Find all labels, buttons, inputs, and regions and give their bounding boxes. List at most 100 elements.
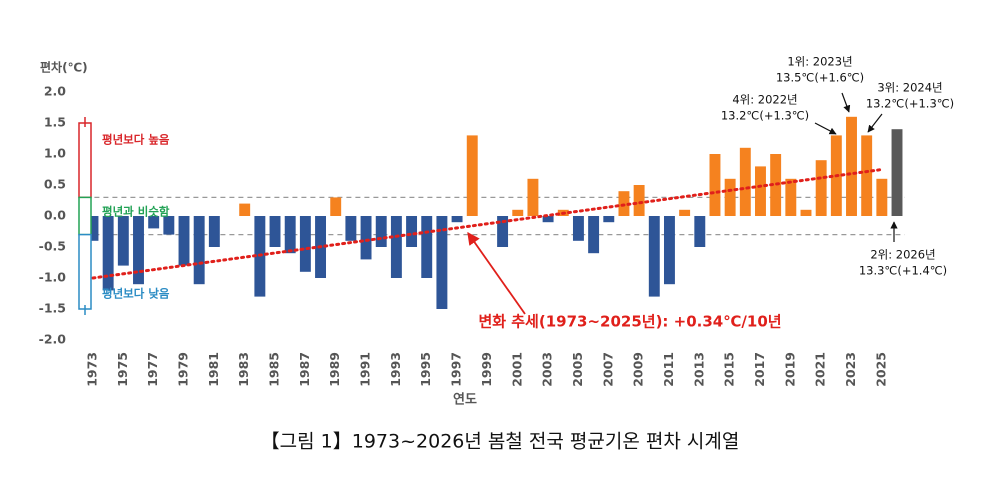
bar (239, 203, 251, 216)
bar (588, 216, 600, 254)
x-tick-label: 1999 (479, 352, 494, 387)
band-label: 평년과 비슷함 (102, 205, 170, 219)
bar (193, 216, 205, 285)
trend-line (91, 168, 884, 280)
bar (330, 197, 342, 216)
x-tick-label: 2023 (843, 352, 858, 387)
y-tick-label: -1.0 (39, 270, 67, 285)
annotation-arrow (814, 122, 837, 135)
bar (815, 160, 827, 216)
y-tick-label: -2.0 (39, 332, 67, 347)
bar (208, 216, 220, 247)
annotation: 3위: 2024년 (877, 81, 942, 95)
bar (436, 216, 448, 309)
bar (542, 216, 554, 223)
bar (785, 178, 797, 216)
bar (299, 216, 311, 272)
x-tick-label: 2001 (509, 352, 524, 387)
y-tick-label: 1.0 (44, 146, 66, 161)
annotation: 13.5℃(+1.6℃) (776, 71, 864, 85)
x-tick-label: 1993 (388, 352, 403, 387)
annotation: 1위: 2023년 (787, 55, 852, 69)
bar (648, 216, 660, 297)
annotation: 4위: 2022년 (732, 93, 797, 107)
bar (694, 216, 706, 247)
annotation: 2위: 2026년 (870, 248, 935, 262)
x-tick-label: 1985 (267, 352, 282, 387)
y-tick-label: -1.5 (39, 301, 66, 316)
x-tick-label: 2005 (570, 352, 585, 387)
bar (709, 154, 721, 216)
bar (360, 216, 372, 260)
bar (466, 135, 478, 216)
annotation: 13.2℃(+1.3℃) (721, 109, 809, 123)
x-tick-label: 1981 (206, 352, 221, 387)
bar (891, 129, 903, 216)
x-tick-label: 1973 (84, 352, 99, 387)
bar (133, 216, 144, 285)
bar (512, 209, 524, 216)
y-axis-title: 편차(℃) (40, 60, 88, 75)
annotation: 13.3℃(+1.4℃) (859, 264, 947, 278)
bar (117, 216, 129, 266)
bar (451, 216, 463, 223)
bar (846, 116, 857, 216)
bar (527, 178, 539, 216)
x-tick-label: 2003 (540, 352, 555, 387)
x-tick-label: 1979 (176, 352, 191, 387)
band-bracket (78, 233, 92, 310)
x-tick-label: 2025 (873, 352, 888, 387)
bar (421, 216, 433, 278)
bar (375, 216, 387, 247)
x-tick-label: 2013 (691, 352, 706, 387)
band-bracket (78, 122, 92, 199)
bar (861, 135, 873, 216)
bar (724, 178, 736, 216)
x-tick-label: 2015 (722, 352, 737, 387)
x-tick-label: 1987 (297, 352, 312, 387)
bar (876, 178, 888, 216)
bar (163, 216, 175, 235)
x-tick-label: 1991 (358, 352, 373, 387)
trend-arrow (467, 231, 526, 315)
x-tick-label: 1997 (449, 352, 464, 387)
caption: 【그림 1】1973~2026년 봄철 전국 평균기온 편차 시계열 (261, 431, 740, 453)
bar (102, 216, 114, 291)
y-tick-label: -0.5 (39, 239, 66, 254)
y-tick-label: 0.5 (44, 177, 66, 192)
x-tick-label: 1989 (327, 352, 342, 387)
bar (663, 216, 675, 285)
bar (269, 216, 281, 247)
x-tick-label: 2007 (600, 352, 615, 387)
bar (800, 209, 812, 216)
x-tick-label: 2017 (752, 352, 767, 387)
x-tick-label: 1977 (145, 352, 160, 387)
bar (345, 216, 357, 241)
x-tick-label: 2021 (813, 352, 828, 387)
bar (406, 216, 418, 247)
bar (87, 216, 99, 241)
x-axis-title: 연도 (453, 393, 477, 408)
bar (633, 185, 645, 216)
bar (603, 216, 615, 223)
y-tick-label: 2.0 (44, 84, 66, 99)
bar (572, 216, 584, 241)
x-tick-label: 1975 (115, 352, 130, 387)
y-tick-label: 0.0 (44, 208, 66, 223)
bar (178, 216, 190, 266)
band-label: 평년보다 낮음 (102, 286, 170, 300)
y-tick-label: 1.5 (44, 115, 66, 130)
bar (755, 166, 766, 216)
bar (284, 216, 296, 254)
x-tick-label: 2019 (782, 352, 797, 387)
x-tick-label: 2009 (631, 352, 646, 387)
x-tick-label: 2011 (661, 352, 676, 387)
bar (497, 216, 509, 247)
trend-label: 변화 추세(1973~2025년): +0.34℃/10년 (478, 313, 781, 331)
annotation-arrow (867, 113, 883, 133)
band-bracket (78, 196, 92, 236)
x-tick-label: 1983 (236, 352, 251, 387)
bar (739, 147, 751, 216)
